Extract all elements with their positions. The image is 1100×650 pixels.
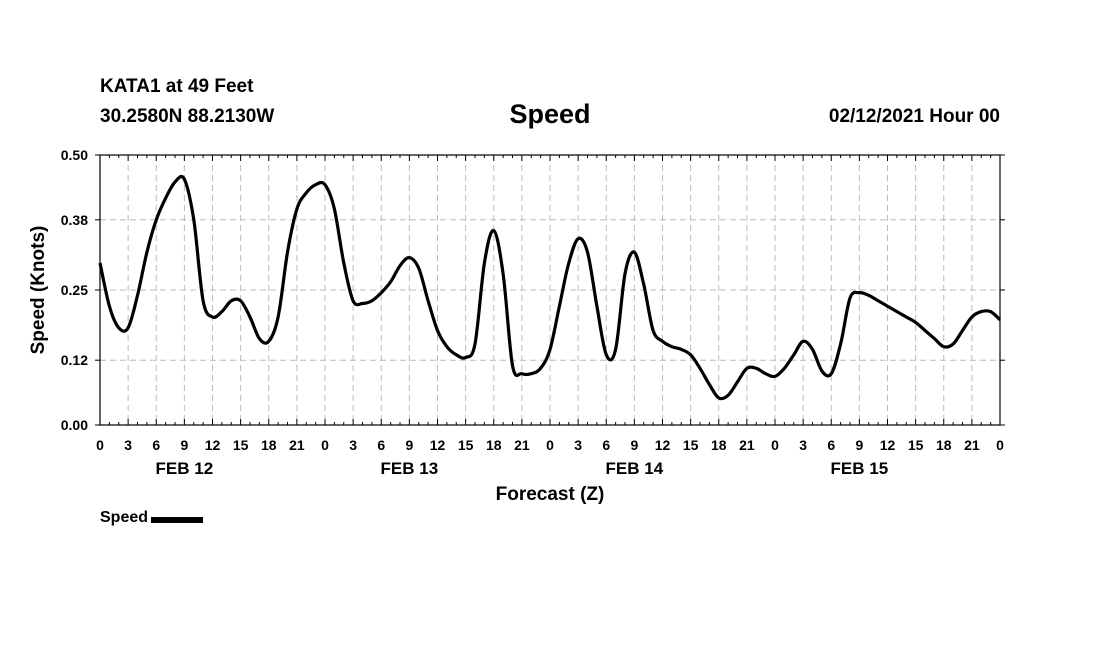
x-tick-label: 6 [152,437,160,453]
date-label: FEB 13 [381,459,439,478]
x-axis-label: Forecast (Z) [496,484,605,505]
plot-frame [99,154,1001,426]
x-tick-label: 15 [233,437,249,453]
x-tick-label: 9 [855,437,863,453]
x-tick-label: 15 [908,437,924,453]
x-tick-label: 0 [96,437,104,453]
y-tick-label: 0.38 [61,212,88,228]
x-tick-label: 21 [514,437,530,453]
x-tick-label: 18 [486,437,502,453]
x-tick-label: 0 [771,437,779,453]
x-tick-label: 12 [655,437,671,453]
x-tick-label: 6 [827,437,835,453]
legend-label: Speed [100,509,149,526]
chart-title: Speed [509,99,591,129]
x-tick-label: 9 [405,437,413,453]
y-tick-label: 0.12 [61,352,88,368]
x-tick-label: 18 [261,437,277,453]
station-label: KATA1 at 49 Feet [100,76,254,97]
legend-swatch [151,516,204,523]
x-tick-label: 12 [880,437,896,453]
y-axis-label: Speed (Knots) [28,226,49,355]
x-tick-label: 21 [964,437,980,453]
x-tick-label: 6 [602,437,610,453]
x-tick-label: 6 [377,437,385,453]
x-tick-label: 3 [799,437,807,453]
x-tick-label: 3 [349,437,357,453]
x-tick-label: 3 [574,437,582,453]
y-tick-label: 0.50 [61,147,88,163]
x-tick-label: 12 [205,437,221,453]
x-tick-label: 18 [711,437,727,453]
y-tick-label: 0.00 [61,417,88,433]
x-tick-label: 18 [936,437,952,453]
x-tick-label: 12 [430,437,446,453]
x-tick-label: 0 [996,437,1004,453]
x-tick-label: 21 [739,437,755,453]
x-tick-label: 3 [124,437,132,453]
x-tick-label: 0 [546,437,554,453]
x-tick-label: 21 [289,437,305,453]
x-tick-label: 9 [630,437,638,453]
series-line-speed [98,174,1002,401]
legend: Speed [100,509,204,527]
y-tick-label: 0.25 [61,282,88,298]
x-tick-label: 15 [458,437,474,453]
date-label: FEB 15 [831,459,889,478]
x-tick-label: 9 [180,437,188,453]
x-tick-label: 0 [321,437,329,453]
date-label: FEB 14 [606,459,664,478]
date-label: FEB 12 [156,459,214,478]
forecast-timestamp: 02/12/2021 Hour 00 [828,106,1000,127]
coordinates-label: 30.2580N 88.2130W [100,106,275,127]
x-tick-label: 15 [683,437,699,453]
